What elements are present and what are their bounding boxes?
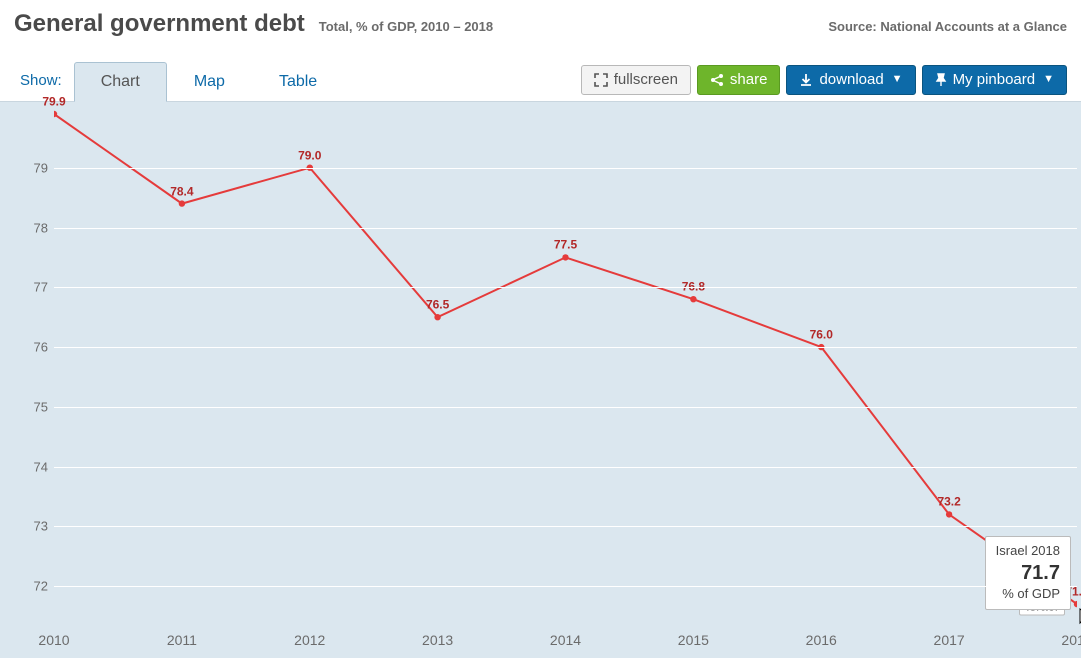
gridline (54, 407, 1077, 408)
data-point-label: 73.2 (937, 495, 960, 509)
chart-area[interactable]: 7273747576777879 79.978.479.076.577.576.… (0, 102, 1081, 658)
data-point-label: 77.5 (554, 238, 577, 252)
pin-icon (935, 73, 947, 87)
tooltip: Israel 201871.7% of GDP (985, 536, 1071, 610)
x-axis: 201020112012201320142015201620172018 (54, 622, 1077, 658)
controls-bar: Show: Chart Map Table fullscreen share d… (0, 62, 1081, 102)
tooltip-unit: % of GDP (996, 586, 1060, 603)
tooltip-title: Israel 2018 (996, 543, 1060, 560)
line-series (54, 102, 1077, 622)
x-tick-label: 2018 (1061, 632, 1081, 648)
gridline (54, 586, 1077, 587)
page-title: General government debt (14, 10, 305, 38)
y-tick-label: 75 (0, 399, 48, 414)
chevron-down-icon: ▼ (892, 73, 903, 86)
y-tick-label: 76 (0, 340, 48, 355)
tab-chart-label: Chart (101, 73, 140, 91)
share-icon (710, 73, 724, 87)
x-tick-label: 2015 (678, 632, 709, 648)
x-tick-label: 2014 (550, 632, 581, 648)
pinboard-button[interactable]: My pinboard ▼ (922, 65, 1067, 95)
tab-table[interactable]: Table (252, 62, 344, 101)
data-point-label: 76.0 (810, 327, 833, 341)
fullscreen-icon (594, 73, 608, 87)
fullscreen-button[interactable]: fullscreen (581, 65, 691, 95)
gridline (54, 228, 1077, 229)
tab-table-label: Table (279, 73, 317, 91)
x-tick-label: 2017 (934, 632, 965, 648)
gridline (54, 287, 1077, 288)
header-left: General government debt Total, % of GDP,… (14, 10, 493, 38)
x-tick-label: 2013 (422, 632, 453, 648)
tab-chart[interactable]: Chart (74, 62, 167, 102)
y-tick-label: 72 (0, 579, 48, 594)
data-point-label: 79.9 (42, 94, 65, 108)
y-tick-label: 73 (0, 519, 48, 534)
y-axis: 72 73 74 75 76 77 78 79 (0, 102, 54, 622)
gridline (54, 347, 1077, 348)
controls-right: fullscreen share download ▼ My pinboard … (581, 65, 1067, 99)
y-tick-label: 79 (0, 160, 48, 175)
x-tick-label: 2016 (806, 632, 837, 648)
share-label: share (730, 71, 768, 89)
download-label: download (819, 71, 883, 89)
chevron-down-icon: ▼ (1043, 73, 1054, 86)
page-subtitle: Total, % of GDP, 2010 – 2018 (319, 19, 493, 34)
data-point-label: 78.4 (170, 184, 193, 198)
data-point-label: 76.5 (426, 298, 449, 312)
y-tick-label: 77 (0, 280, 48, 295)
x-tick-label: 2010 (38, 632, 69, 648)
gridline (54, 467, 1077, 468)
tooltip-value: 71.7 (996, 560, 1060, 586)
gridline (54, 168, 1077, 169)
header: General government debt Total, % of GDP,… (0, 0, 1081, 62)
download-button[interactable]: download ▼ (786, 65, 915, 95)
data-point-label: 79.0 (298, 148, 321, 162)
y-tick-label: 74 (0, 459, 48, 474)
y-tick-label: 78 (0, 220, 48, 235)
gridline (54, 526, 1077, 527)
pinboard-label: My pinboard (953, 71, 1036, 89)
download-icon (799, 73, 813, 87)
source-label: Source: National Accounts at a Glance (828, 19, 1067, 34)
x-tick-label: 2011 (167, 632, 197, 648)
plot-area: 79.978.479.076.577.576.876.073.271.7Isra… (54, 102, 1077, 622)
tab-map-label: Map (194, 73, 225, 91)
fullscreen-label: fullscreen (614, 71, 678, 89)
tab-map[interactable]: Map (167, 62, 252, 101)
x-tick-label: 2012 (294, 632, 325, 648)
controls-left: Show: Chart Map Table (20, 62, 344, 101)
share-button[interactable]: share (697, 65, 781, 95)
